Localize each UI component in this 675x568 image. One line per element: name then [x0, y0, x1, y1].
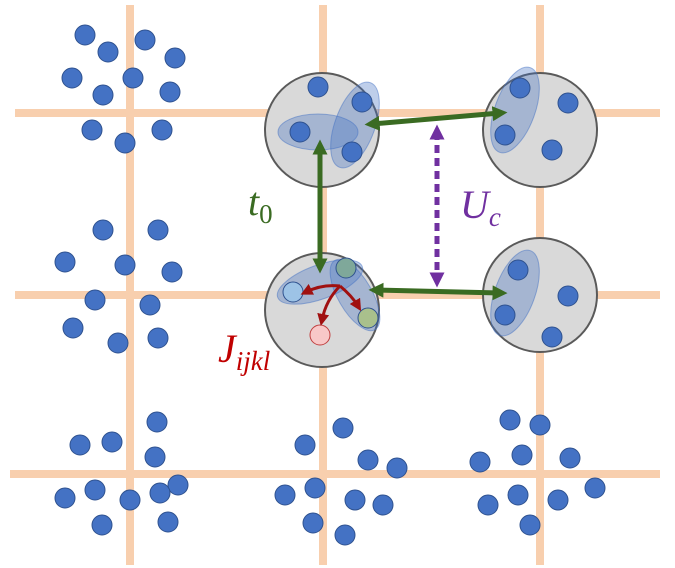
label-subscript: 0 — [259, 199, 273, 229]
label-subscript: ijkl — [236, 346, 271, 376]
dot-clusters — [54, 24, 606, 546]
label-base: J — [218, 326, 238, 371]
interaction-label: Uc — [460, 182, 501, 232]
sites — [264, 66, 598, 368]
label-subscript: c — [489, 202, 501, 232]
label-base: U — [460, 182, 492, 227]
hopping-arrows — [300, 106, 508, 326]
exchange-label: Jijkl — [218, 326, 270, 376]
label-base: t — [248, 179, 260, 224]
hopping-label: t0 — [248, 179, 273, 229]
